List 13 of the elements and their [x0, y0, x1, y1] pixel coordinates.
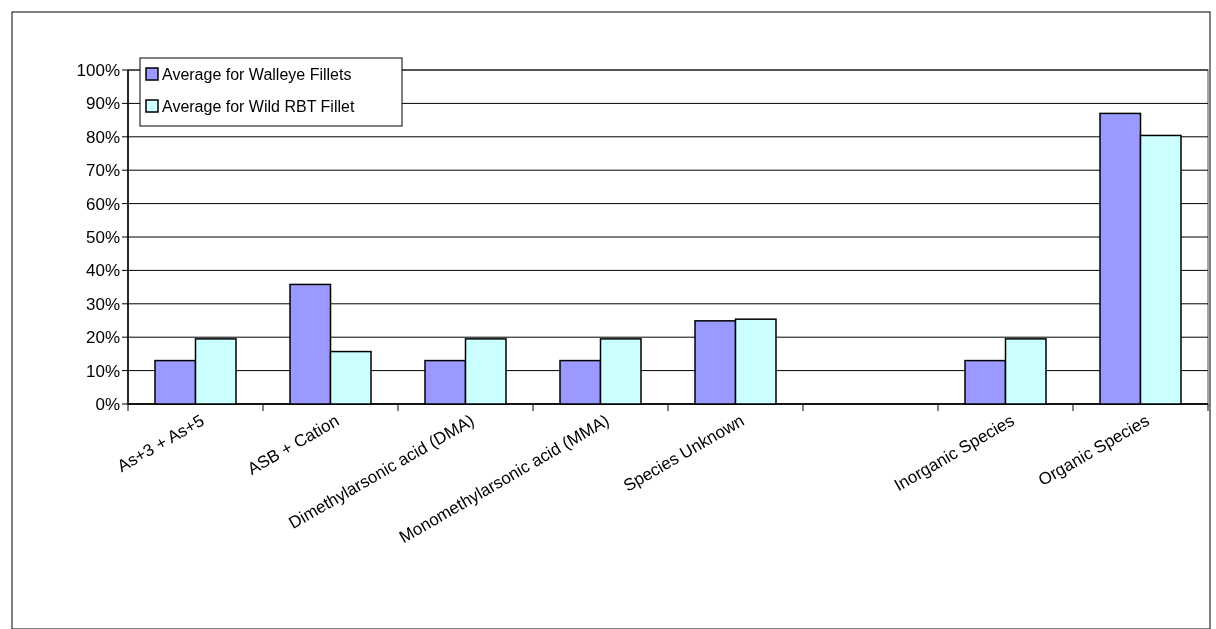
y-tick-label: 10% — [85, 361, 120, 381]
y-tick-label: 80% — [85, 127, 120, 147]
y-tick-label: 50% — [85, 227, 120, 247]
y-tick-label: 100% — [76, 60, 120, 80]
legend-label: Average for Wild RBT Fillet — [162, 97, 355, 115]
y-tick-label: 60% — [85, 194, 120, 214]
y-tick-label: 40% — [85, 261, 120, 281]
y-tick-label: 90% — [85, 94, 120, 114]
y-tick-label: 70% — [85, 161, 120, 181]
y-tick-label: 30% — [85, 294, 120, 314]
y-tick-label: 0% — [95, 394, 120, 414]
y-tick-label: 20% — [85, 328, 120, 348]
legend-label: Average for Walleye Fillets — [162, 65, 352, 83]
